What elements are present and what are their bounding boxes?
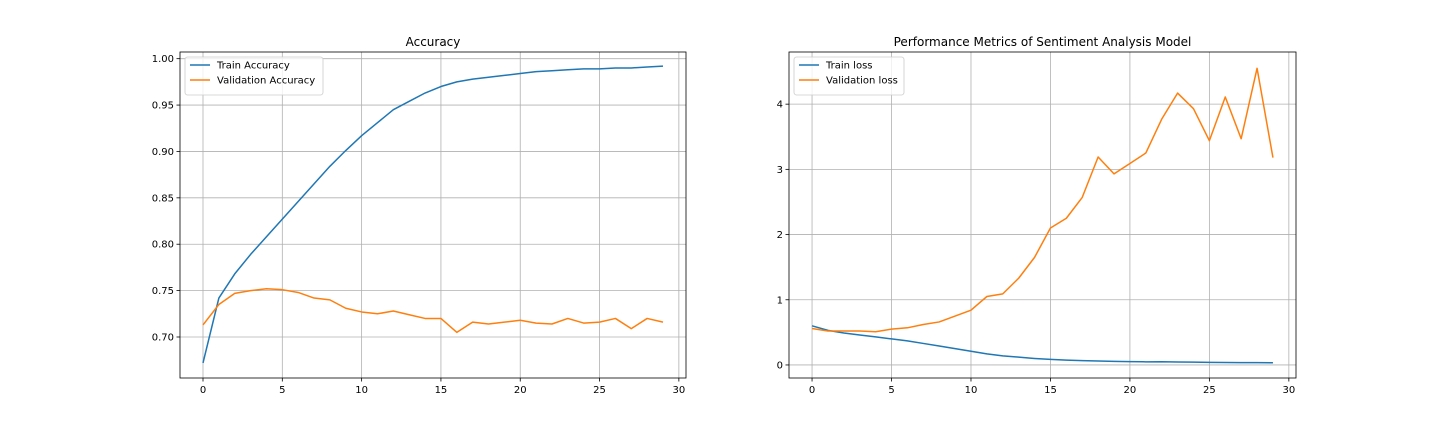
x-tick-label: 25: [1203, 385, 1216, 396]
accuracy-chart: 0 5 10 15 20 25 30 0.70 0.75 0.80 0.85 0.90 0.95 1.00…: [152, 35, 687, 396]
legend-label-1: Validation Accuracy: [217, 76, 315, 87]
y-tick-label: 0.85: [152, 193, 174, 204]
x-tick-label: 15: [435, 385, 448, 396]
y-tick-label: 1: [777, 295, 783, 306]
x-tick-label: 15: [1044, 385, 1057, 396]
series-line-0: [811, 325, 1273, 364]
x-tick-label: 30: [1282, 385, 1295, 396]
y-tick-label: 1.00: [152, 54, 174, 65]
chart-title: Accuracy: [406, 35, 461, 49]
y-tick-label: 0.95: [152, 101, 174, 112]
x-tick-label: 0: [809, 385, 815, 396]
y-tick-label: 0.75: [152, 286, 174, 297]
y-tick-label: 4: [777, 100, 783, 111]
y-tick-label: 0.70: [152, 332, 174, 343]
axes-frame: [788, 51, 1297, 379]
x-tick-label: 30: [672, 385, 685, 396]
plot-area: [180, 52, 686, 378]
y-tick-label: 3: [777, 165, 783, 176]
x-tick-label: 25: [593, 385, 606, 396]
x-tick-label: 5: [888, 385, 894, 396]
series-line-1: [202, 288, 664, 334]
x-tick-label: 20: [514, 385, 527, 396]
y-tick-label: 0.90: [152, 147, 174, 158]
legend-box: [184, 56, 324, 96]
x-tick-label: 5: [279, 385, 285, 396]
axes-frame: [179, 51, 687, 379]
x-tick-label: 10: [965, 385, 978, 396]
y-tick-label: 2: [777, 230, 783, 241]
plot-area: [789, 52, 1296, 378]
series-line-0: [202, 65, 664, 364]
x-tick-label: 10: [355, 385, 368, 396]
y-tick-label: 0: [777, 360, 783, 371]
y-tick-label: 0.80: [152, 240, 174, 251]
legend-box: [793, 56, 905, 96]
loss-chart: 0 5 10 15 20 25 30 0 1 2 3 4 Performance Metrics of …: [777, 35, 1297, 396]
legend-label-0: Train Accuracy: [216, 61, 290, 72]
x-tick-label: 20: [1124, 385, 1137, 396]
series-line-1: [811, 67, 1274, 333]
x-tick-label: 0: [200, 385, 206, 396]
legend-label-0: Train loss: [825, 61, 873, 72]
chart-title: Performance Metrics of Sentiment Analysi…: [894, 35, 1192, 49]
legend-label-1: Validation loss: [826, 76, 898, 87]
